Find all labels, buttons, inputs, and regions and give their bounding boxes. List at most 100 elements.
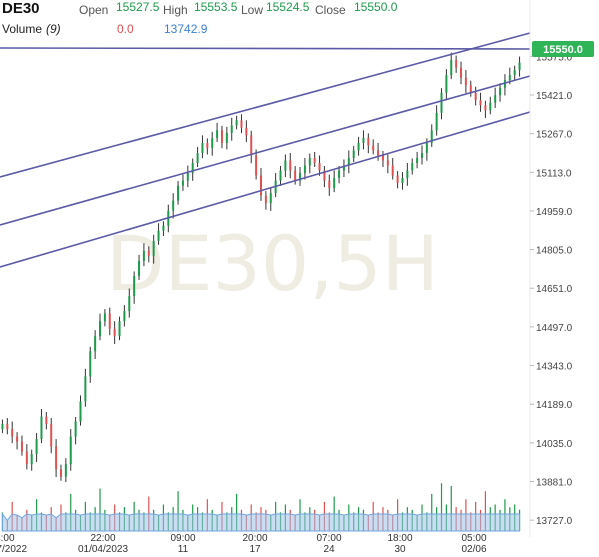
candle-body (284, 160, 287, 171)
candle-body (411, 162, 414, 171)
candle-body (289, 160, 292, 171)
time-tick-label: 18:00 (387, 533, 412, 544)
price-tick-label: 14497.0 (536, 323, 573, 334)
candle-body (128, 296, 131, 312)
price-tick-label: 14805.0 (536, 246, 573, 257)
candle-body (89, 351, 92, 377)
price-tick-label: 15113.0 (536, 168, 572, 179)
high-label: High (163, 3, 188, 17)
time-tick-label: 20:00 (242, 533, 267, 544)
candle-body (323, 170, 326, 181)
candle-body (333, 178, 336, 189)
candle-body (20, 441, 23, 452)
candle-body (225, 132, 228, 143)
candle-body (352, 150, 355, 158)
time-tick-label: 04:00 (0, 533, 15, 544)
open-value: 15527.5 (116, 0, 160, 14)
price-tick-label: 14189.0 (536, 400, 573, 411)
candle-body (357, 142, 360, 151)
candle-body (401, 178, 404, 184)
candle-body (513, 70, 516, 76)
candle-body (235, 120, 238, 126)
candle-body (157, 230, 160, 241)
candle-body (147, 250, 150, 256)
candle-body (250, 135, 253, 156)
price-tick-label: 13727.0 (536, 516, 573, 527)
price-tick-label: 14959.0 (536, 207, 573, 218)
close-label: Close (315, 3, 346, 17)
candle-body (406, 170, 409, 179)
candle-body (499, 87, 502, 96)
time-tick-sublabel: 11 (178, 544, 189, 555)
channel-middle-line[interactable] (0, 75, 531, 226)
channel-upper-line[interactable] (0, 32, 531, 178)
candle-body (50, 424, 53, 447)
candle-body (489, 102, 492, 111)
candle-body (84, 376, 87, 402)
time-tick-label: 09:00 (170, 533, 195, 544)
candle-body (318, 162, 321, 171)
candle-body (196, 152, 199, 163)
candle-body (11, 429, 14, 437)
candle-body (240, 120, 243, 128)
candle-body (186, 173, 189, 181)
candle-body (69, 436, 72, 465)
trend-channel (0, 32, 531, 268)
price-tick-label: 14651.0 (536, 284, 573, 295)
time-tick-sublabel: 02/06 (461, 544, 486, 555)
candle-body (464, 77, 467, 86)
time-tick-label: 22:00 (90, 533, 115, 544)
candle-body (338, 170, 341, 179)
candle-body (25, 451, 28, 465)
candle-body (172, 200, 175, 211)
candle-body (425, 142, 428, 153)
candle-body (377, 150, 380, 156)
candle-body (152, 240, 155, 256)
candle-body (162, 225, 165, 231)
candle-body (220, 130, 223, 143)
candle-body (420, 152, 423, 158)
candle-body (518, 62, 521, 71)
watermark-text: DE30,5H (106, 219, 439, 308)
time-tick-sublabel: 01/04/2023 (78, 544, 128, 555)
low-label: Low (241, 3, 264, 17)
candle-body (264, 195, 267, 204)
price-tick-label: 15421.0 (536, 91, 573, 102)
candle-body (201, 142, 204, 153)
candle-body (391, 165, 394, 176)
candle-body (367, 137, 370, 146)
candle-body (99, 321, 102, 337)
horizontal-resistance-line[interactable] (0, 47, 531, 50)
candle-body (230, 125, 233, 133)
close-value: 15550.0 (354, 0, 398, 14)
candle-body (103, 313, 106, 322)
candle-body (362, 137, 365, 143)
candle-body (142, 250, 145, 261)
candle-body (416, 157, 419, 163)
time-tick-sublabel: 17 (249, 544, 261, 555)
candle-body (269, 193, 272, 204)
candle-body (206, 142, 209, 148)
candle-body (450, 60, 453, 76)
candle-body (94, 336, 97, 352)
candle-body (74, 421, 77, 437)
candle-body (177, 185, 180, 201)
channel-lower-line[interactable] (0, 111, 531, 268)
high-value: 15553.5 (194, 0, 238, 14)
candle-body (108, 313, 111, 329)
candle-body (30, 454, 33, 465)
symbol-name: DE30 (2, 0, 40, 17)
candle-body (381, 155, 384, 161)
candle-body (308, 157, 311, 166)
price-axis: 15575.0 15421.0 15267.0 15113.0 14959.0 14805… (530, 52, 573, 527)
candle-body (40, 416, 43, 440)
candle-body (64, 464, 67, 477)
candle-body (1, 424, 4, 430)
price-tick-label: 15575.0 (536, 52, 573, 63)
time-tick-label: 07:00 (316, 533, 341, 544)
volume-value-1: 0.0 (117, 22, 134, 36)
candle-body (255, 155, 258, 176)
candle-body (372, 145, 375, 151)
